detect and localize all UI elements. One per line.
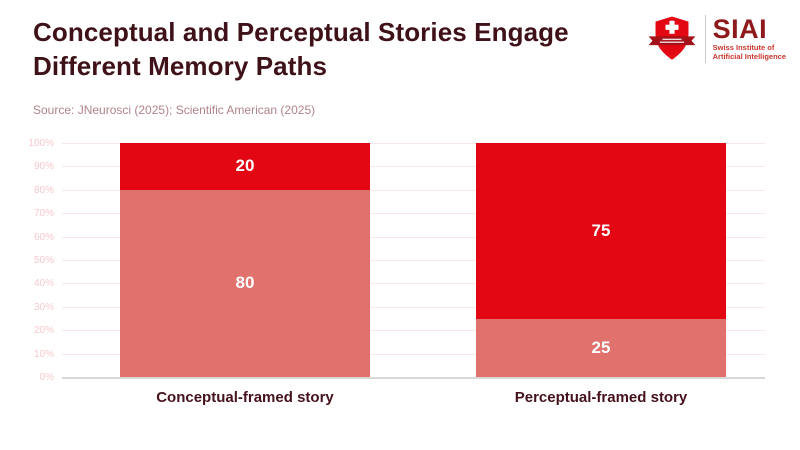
plot-area: 0% 10% 20% 30% 40% 50% 60% 70% 80% 90% 100% 80 20 25 7…	[28, 138, 765, 383]
y-axis-tick-label: 60%	[33, 231, 54, 243]
gridline-rule	[62, 213, 765, 215]
y-axis-tick-label: 30%	[33, 301, 54, 313]
x-axis-category-label: Conceptual-framed story	[156, 389, 334, 406]
bar-value-label: 25	[591, 337, 611, 357]
logo-text: SIAI Swiss Institute of Artificial Intel…	[712, 14, 786, 61]
y-axis-tick-label: 40%	[33, 278, 54, 290]
bar-segment: 20	[120, 143, 370, 190]
logo-subtitle-line2: Artificial Intelligence	[712, 51, 786, 61]
y-axis-tick-label: 10%	[33, 348, 54, 360]
y-axis-tick-label: 90%	[33, 161, 54, 173]
gridline-rule	[62, 306, 765, 308]
gridline-rule	[62, 143, 765, 144]
gridline-rule	[62, 377, 765, 379]
y-axis-tick-label: 80%	[33, 184, 54, 196]
logo-acronym: SIAI	[712, 14, 768, 45]
siai-logo: SIAI Swiss Institute of Artificial Intel…	[646, 12, 786, 66]
page-title: Conceptual and Perceptual Stories Engage…	[33, 17, 569, 81]
gridline-rule	[62, 236, 765, 238]
stacked-bar: 80 20	[120, 143, 370, 377]
bar-segment: 25	[476, 318, 726, 377]
gridline-rule	[62, 166, 765, 168]
source-citation: Source: JNeurosci (2025); Scientific Ame…	[33, 103, 316, 117]
bar-value-label: 20	[235, 156, 255, 176]
logo-divider	[704, 15, 706, 63]
gridline-rule	[62, 189, 765, 191]
y-axis-tick-label: 50%	[33, 255, 54, 266]
bar-value-label: 75	[591, 220, 611, 240]
stacked-bar: 25 75	[476, 143, 726, 377]
logo-subtitle-line1: Swiss Institute of	[712, 42, 775, 52]
bar-value-label: 80	[235, 273, 255, 293]
x-axis-category-label: Perceptual-framed story	[514, 389, 688, 406]
y-axis-tick-label: 100%	[28, 138, 54, 149]
gridline-rule	[62, 330, 765, 332]
gridline-rule	[62, 283, 765, 285]
bar-segment: 75	[476, 143, 726, 319]
swiss-shield-icon	[648, 16, 696, 60]
y-axis-tick-label: 0%	[39, 372, 54, 383]
x-axis-labels: Conceptual-framed story Perceptual-framed…	[62, 389, 765, 413]
y-axis-tick-label: 20%	[33, 325, 54, 337]
gridline-rule	[62, 260, 765, 261]
bar-segment: 80	[120, 189, 370, 377]
gridline-rule	[62, 353, 765, 355]
y-axis-tick-label: 70%	[33, 208, 54, 220]
